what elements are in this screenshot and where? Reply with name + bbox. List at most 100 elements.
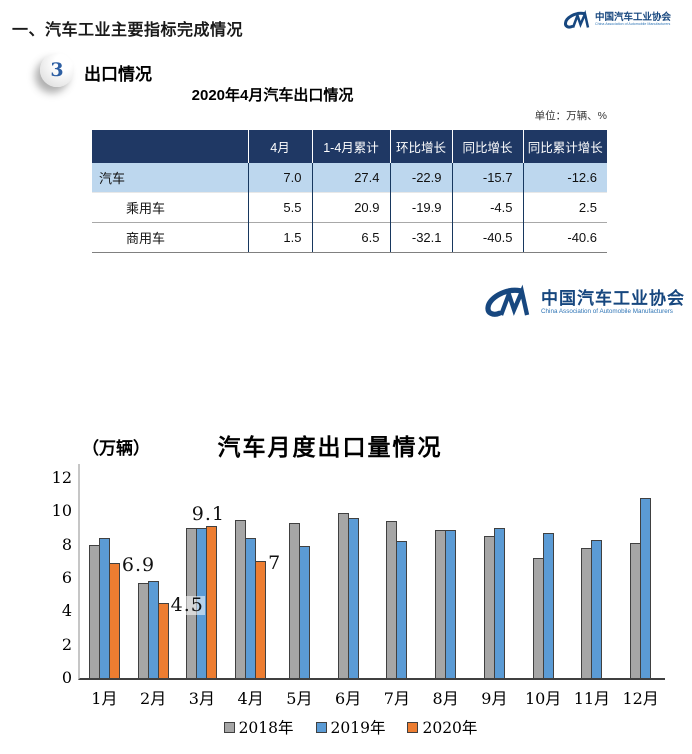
section-number-badge: 3 (40, 53, 74, 87)
table-column-header: 同比增长 (451, 130, 523, 163)
table-cell: -40.5 (451, 222, 523, 253)
x-tick-label: 4月 (237, 689, 264, 708)
bar-2019年-8月 (445, 530, 457, 678)
data-label: 7 (267, 552, 283, 574)
table-column-header: 环比增长 (389, 130, 452, 163)
bar-group (373, 521, 422, 678)
table-cell: -22.9 (389, 163, 452, 193)
table-cell: 6.5 (311, 222, 390, 253)
chart-bars: 6.9 4.5 9.1 7 (80, 464, 665, 678)
y-tick-label: 2 (61, 634, 72, 654)
row-label: 乘用车 (92, 192, 248, 223)
table-cell: 27.4 (311, 163, 390, 193)
legend-swatch-icon (315, 721, 327, 733)
table-title: 2020年4月汽车出口情况 (191, 87, 354, 104)
legend-item: 2019年 (315, 716, 386, 738)
table-cell: -4.5 (451, 192, 523, 223)
caam-name-cn: 中国汽车工业协会 (541, 289, 685, 309)
legend-item: 2018年 (223, 716, 294, 738)
chart-x-axis-labels: 1月 2月 3月 4月 5月 6月 7月 8月 9月 10月 11月 12月 (80, 685, 665, 709)
bar-group (616, 498, 665, 678)
monthly-export-chart: （万辆） 汽车月度出口量情况 6.9 4.5 9.1 7 1月 2月 3月 4月 5月 6月 7月… (30, 424, 685, 750)
legend-label: 2020年 (422, 719, 478, 737)
table-row: 商用车 1.5 6.5 -32.1 -40.5 -40.6 (92, 222, 607, 253)
caam-name-cn: 中国汽车工业协会 (595, 11, 672, 23)
y-tick-label: 4 (61, 601, 72, 621)
table-cell: 2.5 (522, 192, 607, 223)
bar-2020年-3月: 9.1 (190, 505, 226, 678)
section-number: 3 (50, 59, 64, 81)
x-tick-label: 11月 (573, 689, 611, 708)
section-title: 出口情况 (84, 65, 152, 84)
legend-item: 2020年 (407, 716, 477, 738)
table-cell: 5.5 (247, 192, 312, 223)
legend-label: 2018年 (238, 719, 294, 737)
bar-2019年-12月 (640, 498, 652, 678)
table-cell: -15.7 (451, 163, 523, 193)
bar-group (324, 513, 373, 678)
table-cell: -32.1 (389, 222, 452, 253)
bar-group: 7 (226, 520, 283, 678)
bar-2019年-5月 (298, 546, 310, 678)
x-tick-label: 3月 (188, 689, 215, 708)
table-column-header: 4月 (247, 130, 312, 163)
export-table: 4月 1-4月累计 环比增长 同比增长 同比累计增长 汽车 7.0 27.4 -22.9 -15… (92, 130, 607, 253)
data-label: 4.5 (169, 594, 205, 616)
table-cell: -12.6 (522, 163, 607, 193)
caam-cm-icon (485, 284, 530, 317)
x-tick-label: 5月 (286, 689, 313, 708)
data-label: 9.1 (190, 503, 226, 525)
bar-group: 4.5 (129, 581, 205, 678)
table-cell: 20.9 (311, 192, 390, 223)
table-cell: 7.0 (247, 163, 312, 193)
y-tick-label: 8 (61, 534, 72, 554)
bar-group (470, 528, 519, 678)
bar-2019年-9月 (493, 528, 505, 678)
y-tick-label: 10 (51, 501, 72, 521)
legend-label: 2019年 (330, 719, 386, 737)
x-tick-label: 6月 (335, 689, 362, 708)
bar-2019年-7月 (396, 541, 408, 678)
bar-2020年-2月: 4.5 (157, 596, 205, 678)
bar-2020年-1月: 6.9 (108, 556, 157, 678)
legend-swatch-icon (407, 721, 419, 733)
x-tick-label: 1月 (91, 689, 118, 708)
table-row: 汽车 7.0 27.4 -22.9 -15.7 -12.6 (92, 163, 607, 193)
caam-name-en: China Association of Automobile Manufact… (541, 307, 673, 315)
table-cell: 1.5 (247, 222, 312, 253)
bar-group: 6.9 (80, 538, 157, 678)
x-tick-label: 8月 (432, 689, 459, 708)
table-cell: -19.9 (389, 192, 452, 223)
caam-logo-small: 中国汽车工业协会 China Association of Automobile… (562, 10, 671, 30)
bar-2019年-6月 (347, 518, 359, 678)
bar-2019年-11月 (591, 540, 603, 678)
chart-plot-area: 6.9 4.5 9.1 7 1月 2月 3月 4月 5月 6月 7月 8月 9月 10月 11月 12月 0… (52, 464, 665, 708)
caam-cm-icon (563, 10, 590, 29)
x-tick-label: 9月 (481, 689, 508, 708)
chart-y-axis-unit: （万辆） (82, 439, 150, 459)
unit-note: 单位：万辆、% (534, 110, 607, 122)
x-tick-label: 7月 (383, 689, 410, 708)
chart-title: 汽车月度出口量情况 (217, 434, 443, 461)
x-tick-label: 10月 (524, 689, 562, 708)
bar-2019年-10月 (542, 533, 554, 678)
x-tick-label: 12月 (622, 689, 659, 708)
bar-group (421, 530, 470, 678)
page-title: 一、汽车工业主要指标完成情况 (12, 22, 244, 39)
row-label: 汽车 (92, 163, 248, 193)
y-tick-label: 12 (51, 468, 72, 487)
caam-logo-large: 中国汽车工业协会 China Association of Automobile… (482, 284, 685, 320)
x-tick-label: 2月 (140, 689, 167, 708)
row-label: 商用车 (92, 222, 248, 253)
data-label: 6.9 (120, 554, 157, 576)
table-column-header: 1-4月累计 (311, 130, 390, 163)
y-tick-label: 6 (61, 568, 72, 587)
table-column-header: 同比累计增长 (522, 130, 607, 163)
table-header-row: 4月 1-4月累计 环比增长 同比增长 同比累计增长 (92, 130, 607, 163)
table-column-header (92, 130, 248, 163)
chart-legend: 2018年 2019年 2020年 (58, 716, 643, 738)
legend-swatch-icon (223, 721, 235, 733)
bar-2020年-4月: 7 (255, 554, 283, 678)
caam-name-en: China Association of Automobile Manufact… (595, 22, 671, 27)
y-tick-label: 0 (61, 668, 72, 687)
